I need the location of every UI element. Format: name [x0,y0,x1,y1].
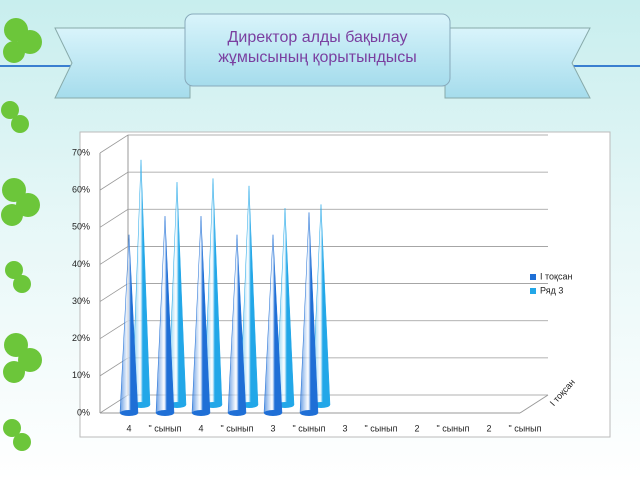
y-tick-label: 40% [72,259,90,269]
x-tick-label: " сынып [365,423,398,433]
chart-title: Директор алды бақылау жұмысының қорытынд… [218,29,417,66]
axis-line [519,394,549,414]
x-tick-label: 2 [414,423,419,433]
cone [299,212,319,416]
x-tick-label: 3 [270,423,275,433]
bar-base [300,410,318,416]
y-tick-label: 70% [72,147,90,157]
cone [155,216,175,416]
x-tick-label: 3 [342,423,347,433]
cone [191,216,211,416]
x-tick-label: " сынып [293,423,326,433]
bar-base [156,410,174,416]
legend-swatch [530,288,536,294]
x-tick-label: 4 [126,423,131,433]
bar-base [120,410,138,416]
bar-base [264,410,282,416]
legend-label: Ряд 3 [540,285,563,295]
y-tick-label: 0% [77,407,90,417]
y-tick-label: 30% [72,296,90,306]
x-tick-label: 2 [486,423,491,433]
y-tick-label: 60% [72,185,90,195]
y-tick-label: 50% [72,222,90,232]
x-tick-label: 4 [198,423,203,433]
cone [227,234,247,416]
cone [263,234,283,416]
x-tick-label: " сынып [437,423,470,433]
bar-base [228,410,246,416]
y-tick-label: 20% [72,333,90,343]
y-tick-label: 10% [72,370,90,380]
x-tick-label: " сынып [509,423,542,433]
x-tick-label: " сынып [221,423,254,433]
cone [119,234,139,416]
legend-swatch [530,274,536,280]
bar-base [192,410,210,416]
legend-label: І тоқсан [540,271,572,281]
x-tick-label: " сынып [149,423,182,433]
